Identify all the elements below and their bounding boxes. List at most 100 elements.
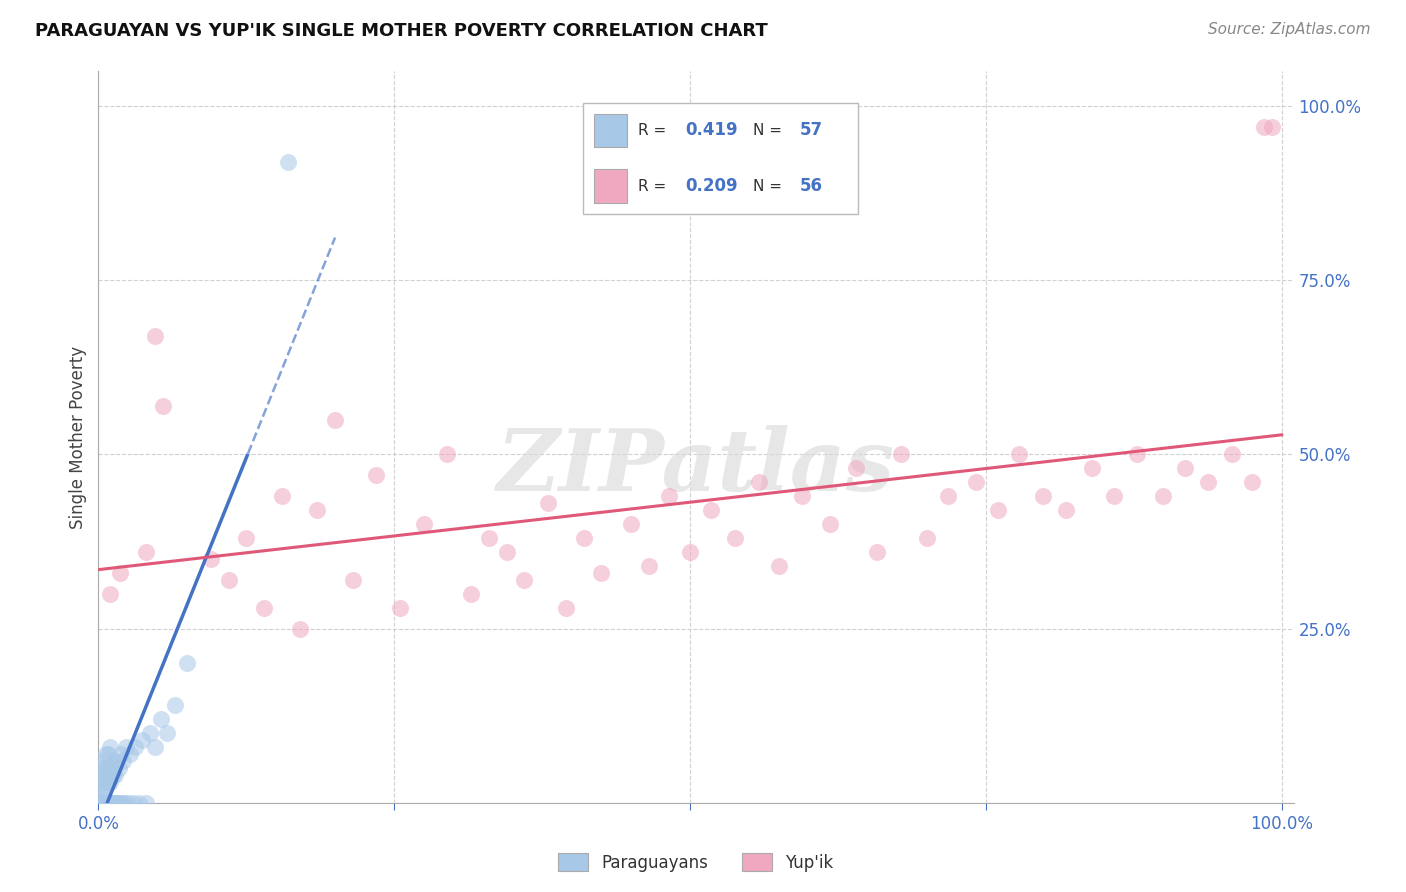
- Point: [1197, 475, 1219, 490]
- Point: [658, 489, 681, 503]
- Point: [200, 552, 222, 566]
- Point: [98, 796, 121, 810]
- Point: [389, 600, 412, 615]
- Point: [108, 796, 131, 810]
- Point: [91, 775, 114, 789]
- Point: [94, 775, 117, 789]
- Point: [139, 726, 162, 740]
- Legend: Paraguayans, Yup'ik: Paraguayans, Yup'ik: [551, 847, 841, 879]
- Point: [97, 775, 120, 789]
- Text: R =: R =: [638, 178, 666, 194]
- Point: [1054, 503, 1077, 517]
- Point: [235, 531, 257, 545]
- Point: [105, 754, 128, 768]
- Point: [97, 747, 120, 761]
- Point: [412, 517, 434, 532]
- Point: [270, 489, 292, 503]
- Point: [135, 796, 157, 810]
- FancyBboxPatch shape: [595, 169, 627, 203]
- Point: [124, 740, 146, 755]
- Point: [495, 545, 517, 559]
- Point: [890, 448, 912, 462]
- Point: [150, 712, 173, 726]
- Point: [987, 503, 1010, 517]
- Point: [93, 761, 115, 775]
- Point: [112, 754, 135, 768]
- Text: 56: 56: [800, 178, 823, 195]
- Point: [537, 496, 560, 510]
- Point: [128, 796, 150, 810]
- Point: [1102, 489, 1125, 503]
- Point: [90, 768, 112, 782]
- Point: [98, 796, 121, 810]
- Point: [152, 399, 174, 413]
- Point: [748, 475, 770, 490]
- Point: [105, 796, 128, 810]
- Point: [104, 796, 127, 810]
- Point: [768, 558, 790, 573]
- Point: [513, 573, 536, 587]
- Point: [1220, 448, 1243, 462]
- Point: [436, 448, 458, 462]
- Point: [98, 761, 121, 775]
- Point: [91, 754, 114, 768]
- Point: [460, 587, 482, 601]
- Point: [679, 545, 702, 559]
- Point: [91, 796, 114, 810]
- Point: [117, 796, 139, 810]
- Text: R =: R =: [638, 123, 666, 138]
- Point: [93, 796, 115, 810]
- Point: [94, 747, 117, 761]
- Point: [121, 796, 143, 810]
- Point: [98, 775, 121, 789]
- Point: [1008, 448, 1031, 462]
- Point: [478, 531, 501, 545]
- Point: [96, 796, 118, 810]
- Point: [110, 747, 132, 761]
- Text: Source: ZipAtlas.com: Source: ZipAtlas.com: [1208, 22, 1371, 37]
- Point: [1032, 489, 1054, 503]
- Point: [98, 740, 121, 755]
- Point: [94, 796, 117, 810]
- Point: [176, 657, 198, 671]
- FancyBboxPatch shape: [583, 103, 858, 214]
- Point: [700, 503, 723, 517]
- Point: [366, 468, 388, 483]
- Point: [111, 796, 134, 810]
- Point: [143, 329, 166, 343]
- Point: [107, 761, 129, 775]
- Point: [277, 155, 299, 169]
- Point: [98, 587, 121, 601]
- Point: [114, 796, 136, 810]
- Point: [93, 781, 115, 796]
- Point: [1126, 448, 1149, 462]
- Point: [131, 733, 153, 747]
- Point: [1261, 120, 1284, 134]
- Point: [96, 768, 118, 782]
- Point: [91, 781, 114, 796]
- Point: [554, 600, 576, 615]
- Point: [1081, 461, 1104, 475]
- Text: PARAGUAYAN VS YUP'IK SINGLE MOTHER POVERTY CORRELATION CHART: PARAGUAYAN VS YUP'IK SINGLE MOTHER POVER…: [35, 22, 768, 40]
- Point: [342, 573, 364, 587]
- Point: [307, 503, 329, 517]
- Point: [101, 768, 124, 782]
- Text: 0.419: 0.419: [685, 121, 738, 139]
- Point: [218, 573, 240, 587]
- Point: [105, 796, 128, 810]
- Point: [100, 796, 122, 810]
- Point: [936, 489, 959, 503]
- Text: N =: N =: [754, 178, 783, 194]
- Point: [1241, 475, 1264, 490]
- Point: [724, 531, 747, 545]
- Point: [323, 412, 346, 426]
- Point: [100, 761, 122, 775]
- Point: [637, 558, 659, 573]
- Point: [572, 531, 595, 545]
- Point: [866, 545, 889, 559]
- Point: [135, 545, 157, 559]
- Point: [620, 517, 643, 532]
- Point: [1152, 489, 1174, 503]
- Point: [253, 600, 276, 615]
- Text: ZIPatlas: ZIPatlas: [496, 425, 896, 508]
